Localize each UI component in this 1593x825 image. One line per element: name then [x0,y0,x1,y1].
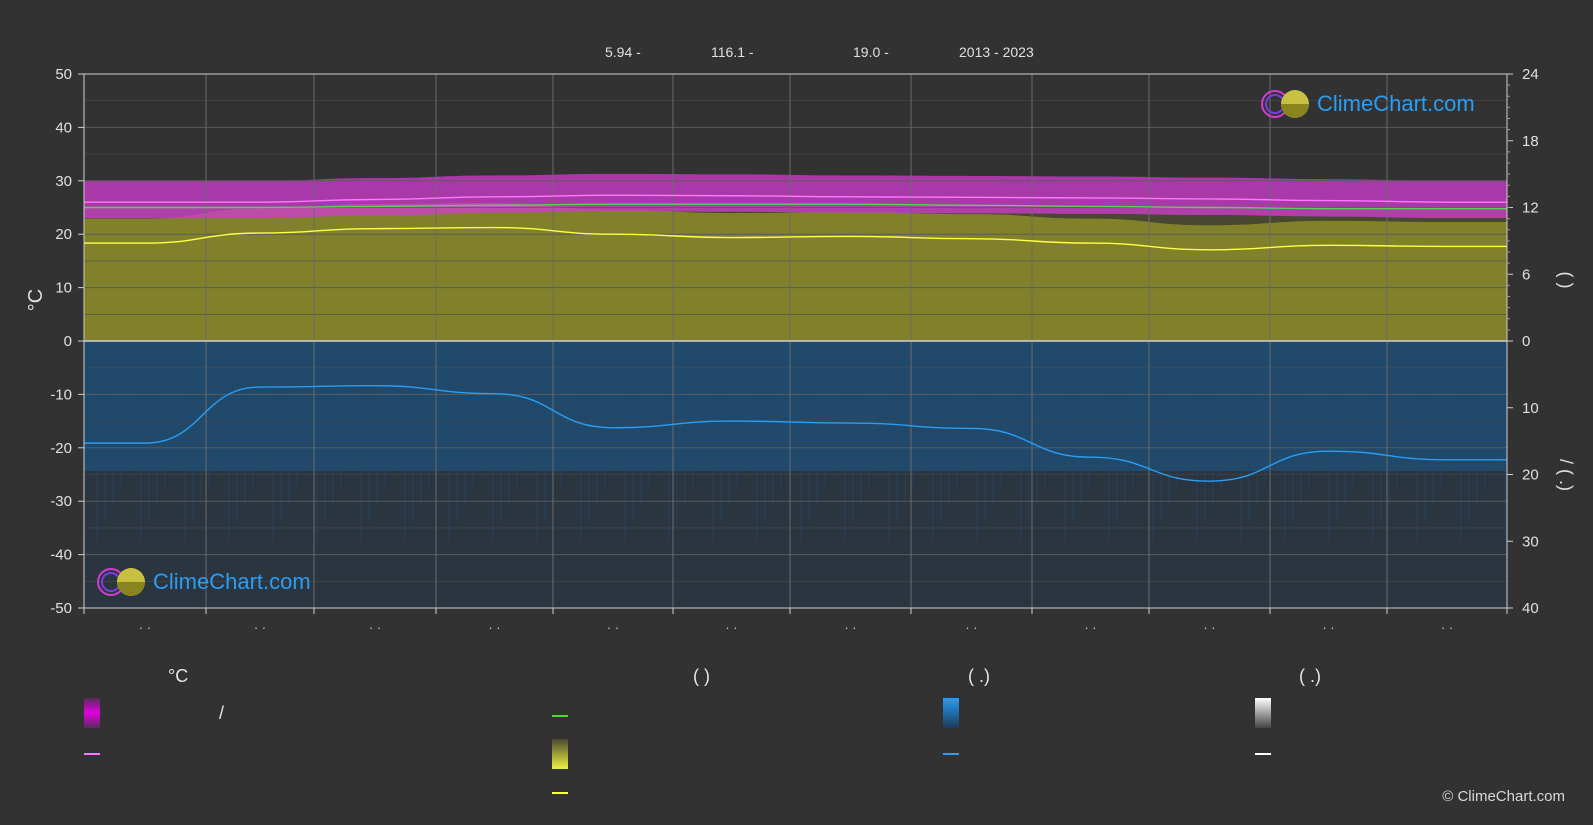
header-latitude: 5.94 - [605,44,641,60]
month-label: · · [369,620,381,635]
rain-line [84,385,1507,482]
right-bottom-tick-label: 40 [1522,600,1539,617]
left-tick-label: 30 [55,173,72,190]
left-tick-label: -50 [50,600,72,617]
logo-bottom[interactable]: ClimeChart.com [95,566,311,598]
legend-rain-line [943,753,959,755]
left-tick-label: 40 [55,119,72,136]
daylight-line [84,203,1507,210]
legend-temp-mean-line [84,753,100,755]
month-label: · · [844,620,856,635]
legend-snow-header: ( .) [1299,666,1321,686]
legend-temperature-header: °C [168,666,189,686]
logo-icon [97,568,145,596]
right-bottom-tick-label: 10 [1522,400,1539,417]
right-top-tick-label: 12 [1522,200,1539,217]
legend-sunshine-swatch [552,739,568,769]
month-label: · · [139,620,151,635]
month-label: · · [1084,620,1096,635]
right-bottom-axis-label: / ( .) [1556,459,1576,491]
data-bands [84,173,1507,608]
left-tick-label: -30 [50,493,72,510]
logo-text: ClimeChart.com [153,569,311,594]
copyright: © ClimeChart.com [1442,788,1565,805]
month-label: · · [607,620,619,635]
grid-lines [83,73,1508,609]
legend-snow-line [1255,753,1271,755]
left-tick-label: -10 [50,386,72,403]
left-axis-label: °C [25,289,47,311]
right-top-tick-label: 18 [1522,133,1539,150]
legend-rain-header: ( .) [968,666,990,686]
left-tick-label: 20 [55,226,72,243]
legend-temp-range-swatch [84,698,100,728]
right-bottom-tick-label: 20 [1522,467,1539,484]
sunshine-line [84,226,1507,251]
month-label: · · [254,620,266,635]
logo-top[interactable]: ClimeChart.com [1259,88,1475,120]
month-label: · · [725,620,737,635]
axes: 50 40 30 20 10 0 -10 -20 -30 -40 -50 °C 24 18 12 6 0 10 20… [25,66,1576,635]
header-elevation: 19.0 - [853,44,889,60]
series-lines [84,194,1507,482]
month-label: · · [1203,620,1215,635]
month-label: · · [965,620,977,635]
right-top-tick-label: 6 [1522,266,1530,283]
header-years: 2013 - 2023 [959,44,1034,60]
legend-sun-header: ( ) [693,666,710,686]
month-label: · · [1322,620,1334,635]
left-tick-label: 10 [55,280,72,297]
left-tick-label: -20 [50,440,72,457]
legend-daylight-line [552,715,568,717]
legend-sunshine-line [552,792,568,794]
right-top-tick-label: 0 [1522,333,1530,350]
month-label: · · [1441,620,1453,635]
month-label: · · [488,620,500,635]
left-tick-label: 0 [64,333,72,350]
logo-icon [1261,90,1309,118]
right-top-axis-label: ( ) [1556,272,1576,289]
right-bottom-tick-label: 30 [1522,533,1539,550]
left-tick-label: -40 [50,547,72,564]
header-longitude: 116.1 - [711,44,754,60]
legend-rain-swatch [943,698,959,728]
left-tick-label: 50 [55,66,72,83]
legend-temp-range-label: / [219,703,225,723]
logo-text: ClimeChart.com [1317,91,1475,116]
sunshine-area [84,203,1507,341]
legend-snow-swatch [1255,698,1271,728]
right-top-tick-label: 24 [1522,66,1539,83]
temperature-mean-line [84,194,1507,203]
